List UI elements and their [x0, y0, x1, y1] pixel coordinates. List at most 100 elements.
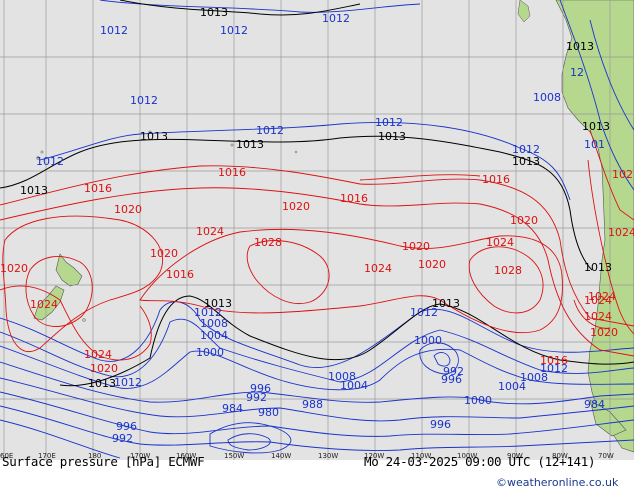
lon-label: 90W: [507, 452, 523, 460]
isobar-label: 1020: [114, 203, 142, 216]
isobar-label: 1004: [200, 329, 228, 342]
isobar-label: 1013: [236, 138, 264, 151]
isobar-label: 992: [443, 365, 464, 378]
isobar-label: 1024: [84, 348, 112, 361]
isobar-label: 1012: [114, 376, 142, 389]
isobar-label: 1016: [218, 166, 246, 179]
isobar-label: 1008: [200, 317, 228, 330]
ocean-background: [0, 0, 634, 460]
isobar-label: 1012: [322, 12, 350, 25]
isobar-label: 1024: [584, 310, 612, 323]
isobar-label: 1013: [378, 130, 406, 143]
isobar-label: 1016: [84, 182, 112, 195]
isobar-label: 996: [430, 418, 451, 431]
isobar-label: 1012: [220, 24, 248, 37]
isobar-label: 1024: [196, 225, 224, 238]
isobar-label: 1013: [88, 377, 116, 390]
isobar-label: 1004: [498, 380, 526, 393]
lon-label: 160W: [176, 452, 196, 460]
lon-label: 150W: [224, 452, 244, 460]
isobar-label: 102: [612, 168, 633, 181]
isobar-label: 1000: [414, 334, 442, 347]
isobar-label: 992: [112, 432, 133, 445]
isobar-label: 1012: [194, 306, 222, 319]
lon-label: 180: [88, 452, 101, 460]
isobar-label: 1012: [410, 306, 438, 319]
isobars-1013: [0, 0, 634, 387]
isobar-label: 1016: [340, 192, 368, 205]
isobar-label: 1012: [375, 116, 403, 129]
land-south-america: [517, 0, 634, 453]
isobar-label: 996: [116, 420, 137, 433]
isobar-label: 1020: [418, 258, 446, 271]
isobar-labels-1013: 1013 1013 1013 1013 1013 1013 1013 1013 …: [20, 6, 612, 390]
lat-lon-grid: [0, 0, 634, 460]
isobar-label: 1013: [512, 155, 540, 168]
map-footer: Surface pressure [hPa] ECMWF Mo 24-03-20…: [0, 454, 634, 490]
longitude-labels: 60E 170E 180 170W 160W 150W 140W 130W 12…: [0, 452, 614, 460]
land-new-zealand: [33, 253, 83, 321]
lon-label: 170W: [130, 452, 150, 460]
isobar-label: 1004: [340, 379, 368, 392]
isobar-label: 1013: [140, 130, 168, 143]
isobars-high: [0, 129, 634, 361]
isobar-label: 1020: [402, 240, 430, 253]
credit-link[interactable]: ©weatheronline.co.uk: [496, 476, 619, 489]
isobar-label: 1013: [20, 184, 48, 197]
isobar-label: 1013: [204, 297, 232, 310]
lon-label: 130W: [318, 452, 338, 460]
isobar-label: 1012: [36, 155, 64, 168]
isobar-label: 984: [584, 398, 605, 411]
isobar-label: 101: [584, 138, 605, 151]
isobar-label: 980: [258, 406, 279, 419]
lon-label: 140W: [271, 452, 291, 460]
lon-label: 100W: [457, 452, 477, 460]
isobar-label: 1013: [566, 40, 594, 53]
lon-label: 70W: [598, 452, 614, 460]
isobar-label: 12: [570, 66, 584, 79]
isobar-label: 996: [441, 373, 462, 386]
isobar-label: 1000: [464, 394, 492, 407]
lon-label: 170E: [38, 452, 56, 460]
lon-label: 80W: [552, 452, 568, 460]
isobar-label: 992: [246, 391, 267, 404]
isobar-label: 1024: [584, 294, 612, 307]
lon-label: 120W: [364, 452, 384, 460]
isobar-label: 988: [302, 398, 323, 411]
isobar-labels-high: 1016 1016 1016 1016 102 1020 1020 1020 1…: [0, 166, 634, 375]
isobar-label: 1008: [533, 91, 561, 104]
isobars-low: [0, 0, 634, 459]
isobar-label: 1024: [364, 262, 392, 275]
isobar-label: 1028: [254, 236, 282, 249]
isobar-label: 1000: [196, 346, 224, 359]
isobar-label: 1008: [520, 371, 548, 384]
isobar-label: 1024: [588, 290, 616, 303]
isobar-label: 1016: [482, 173, 510, 186]
isobar-label: 1016: [166, 268, 194, 281]
isobar-labels-low: 1012 1012 1012 12 1008 1012 1012 1012 10…: [36, 12, 605, 445]
isobar-label: 1013: [200, 6, 228, 19]
isobar-label: 1024: [30, 298, 58, 311]
lon-label: 60E: [0, 452, 13, 460]
isobar-label: 1013: [432, 297, 460, 310]
isobar-label: 1020: [590, 326, 618, 339]
isobar-label: 1024: [486, 236, 514, 249]
isobar-label: 1013: [582, 120, 610, 133]
valid-time: Mo 24-03-2025 09:00 UTC (12+141): [364, 454, 596, 469]
isobar-label: 1008: [328, 370, 356, 383]
isobar-label: 1028: [494, 264, 522, 277]
isobar-label: 1016: [540, 354, 568, 367]
isobar-label: 1020: [282, 200, 310, 213]
surface-pressure-map: 60E 170E 180 170W 160W 150W 140W 130W 12…: [0, 0, 634, 460]
isobar-label: 1012: [256, 124, 284, 137]
isobar-label: 996: [250, 382, 271, 395]
isobar-label: 1013: [584, 261, 612, 274]
isobar-label: 1020: [150, 247, 178, 260]
isobar-label: 1012: [512, 143, 540, 156]
isobar-label: 984: [222, 402, 243, 415]
isobar-label: 1024: [608, 226, 634, 239]
isobar-label: 1012: [130, 94, 158, 107]
isobar-label: 1012: [540, 362, 568, 375]
isobar-label: 1020: [510, 214, 538, 227]
isobar-label: 1020: [90, 362, 118, 375]
